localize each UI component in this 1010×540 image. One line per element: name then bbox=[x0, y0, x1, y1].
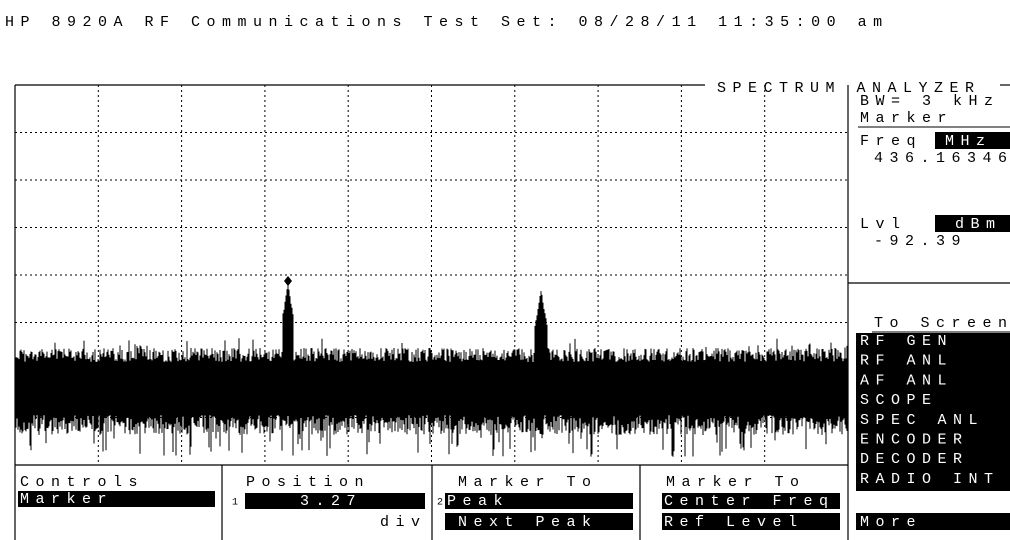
softkey-title: Marker To bbox=[458, 474, 598, 491]
freq-value: 436.16346 bbox=[874, 150, 1010, 167]
more-key[interactable]: More bbox=[860, 514, 922, 531]
screen-key[interactable]: DECODER bbox=[860, 451, 969, 468]
softkey-value[interactable]: 3.27 bbox=[300, 493, 362, 510]
to-screen: To Screen bbox=[874, 315, 1010, 332]
lvl-label: Lvl bbox=[860, 216, 907, 233]
softkey-value[interactable]: Marker bbox=[20, 491, 113, 508]
highlight bbox=[662, 493, 840, 509]
screen-list-bg bbox=[856, 333, 1010, 491]
screen-key[interactable]: ENCODER bbox=[860, 431, 969, 448]
highlight bbox=[935, 215, 1010, 232]
softkey-item[interactable]: Center Freq bbox=[664, 493, 835, 510]
softkey-unit: div bbox=[380, 514, 427, 531]
highlight bbox=[245, 493, 425, 509]
softkey-index: 1 bbox=[232, 498, 238, 509]
highlight bbox=[935, 132, 1010, 149]
display-label: SPECTRUM ANALYZER bbox=[717, 80, 981, 97]
screen-key[interactable]: SPEC ANL bbox=[860, 412, 984, 429]
highlight bbox=[18, 491, 215, 507]
highlight bbox=[445, 493, 633, 509]
freq-label: Freq bbox=[860, 133, 922, 150]
bw: BW= 3 kHz bbox=[860, 93, 1000, 110]
screen-key[interactable]: SCOPE bbox=[860, 392, 938, 409]
spectrum-trace bbox=[15, 283, 848, 457]
softkey-item[interactable]: Next Peak bbox=[458, 514, 598, 531]
screen-key[interactable]: RF ANL bbox=[860, 353, 953, 370]
highlight bbox=[662, 513, 840, 530]
marker-diamond bbox=[284, 276, 292, 286]
softkey-title: Position bbox=[246, 474, 370, 491]
screen-key[interactable]: RF GEN bbox=[860, 333, 953, 350]
softkey-title: Marker To bbox=[666, 474, 806, 491]
softkey-index: 2 bbox=[437, 498, 443, 509]
screen-key[interactable]: RADIO INT bbox=[860, 471, 1000, 488]
highlight bbox=[856, 513, 1010, 530]
marker-label: Marker bbox=[860, 110, 953, 127]
lvl-unit: dBm bbox=[955, 216, 1002, 233]
softkey-item[interactable]: Ref Level bbox=[664, 514, 804, 531]
lvl-value: -92.39 bbox=[874, 233, 967, 250]
softkey-item[interactable]: Peak bbox=[447, 493, 509, 510]
highlight bbox=[445, 513, 633, 530]
title: HP 8920A RF Communications Test Set: 08/… bbox=[5, 14, 889, 31]
softkey-title: Controls bbox=[20, 474, 144, 491]
screen-key[interactable]: AF ANL bbox=[860, 372, 953, 389]
freq-unit: MHz bbox=[945, 133, 992, 150]
